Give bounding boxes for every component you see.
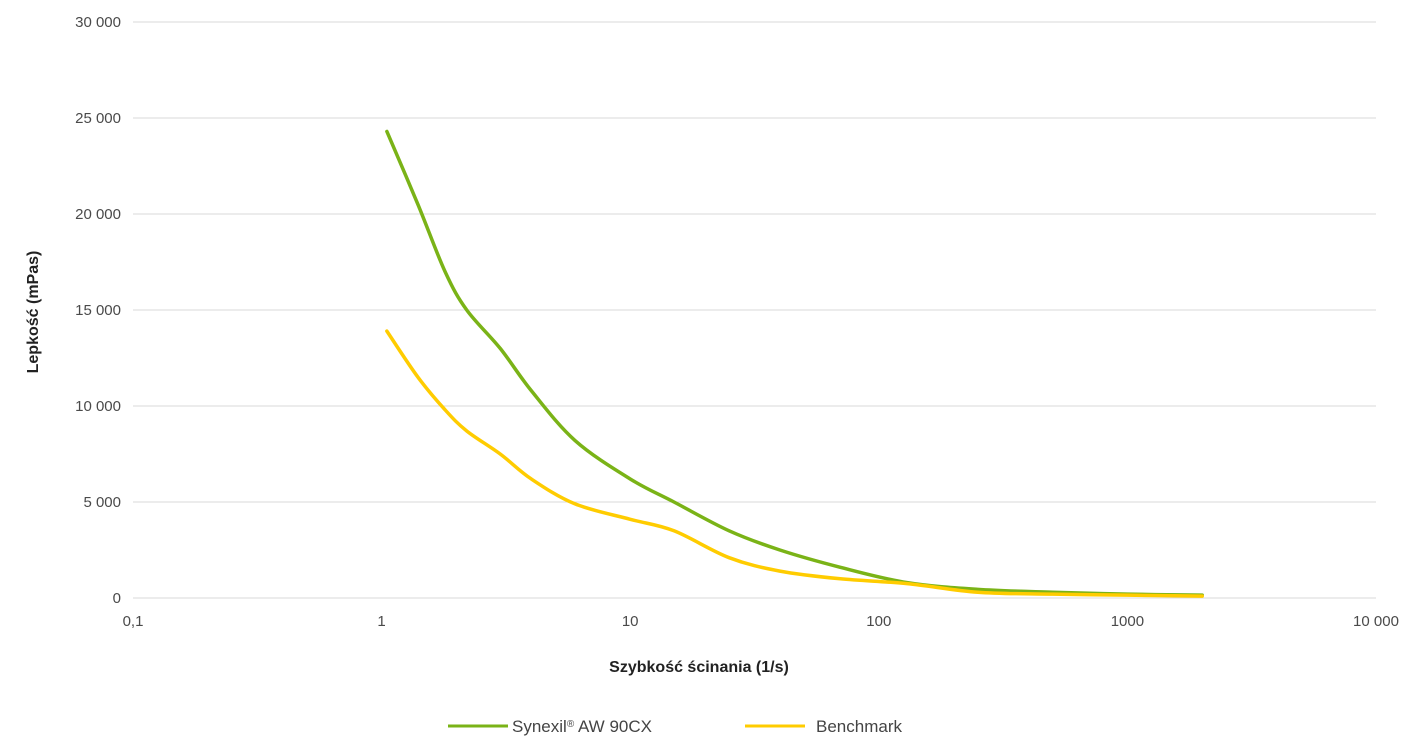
y-tick-label: 25 000 xyxy=(75,110,121,127)
grid-lines xyxy=(133,21,1376,599)
x-axis-title: Szybkość ścinania (1/s) xyxy=(609,659,789,676)
legend-label-benchmark: Benchmark xyxy=(816,717,902,736)
legend: Synexil® AW 90CX Benchmark xyxy=(448,717,902,736)
x-axis-ticks: 0,1 1 10 100 1000 10 000 xyxy=(123,613,1399,630)
x-tick-label: 100 xyxy=(866,613,891,630)
series-lines xyxy=(385,129,1204,598)
series-line-benchmark xyxy=(385,329,1204,598)
y-tick-label: 10 000 xyxy=(75,398,121,415)
y-axis-title: Lepkość (mPas) xyxy=(25,251,42,374)
x-tick-label: 10 000 xyxy=(1353,613,1399,630)
y-tick-label: 30 000 xyxy=(75,14,121,31)
x-tick-label: 0,1 xyxy=(123,613,144,630)
y-tick-label: 20 000 xyxy=(75,206,121,223)
y-tick-label: 15 000 xyxy=(75,302,121,319)
y-tick-label: 5 000 xyxy=(83,494,121,511)
y-tick-label: 0 xyxy=(113,590,121,607)
legend-label-synexil: Synexil® AW 90CX xyxy=(512,717,652,736)
y-axis-ticks: 0 5 000 10 000 15 000 20 000 25 000 30 000 xyxy=(75,14,121,607)
x-tick-label: 1 xyxy=(377,613,385,630)
x-tick-label: 1000 xyxy=(1111,613,1144,630)
x-tick-label: 10 xyxy=(622,613,639,630)
series-line-synexil xyxy=(385,129,1204,597)
